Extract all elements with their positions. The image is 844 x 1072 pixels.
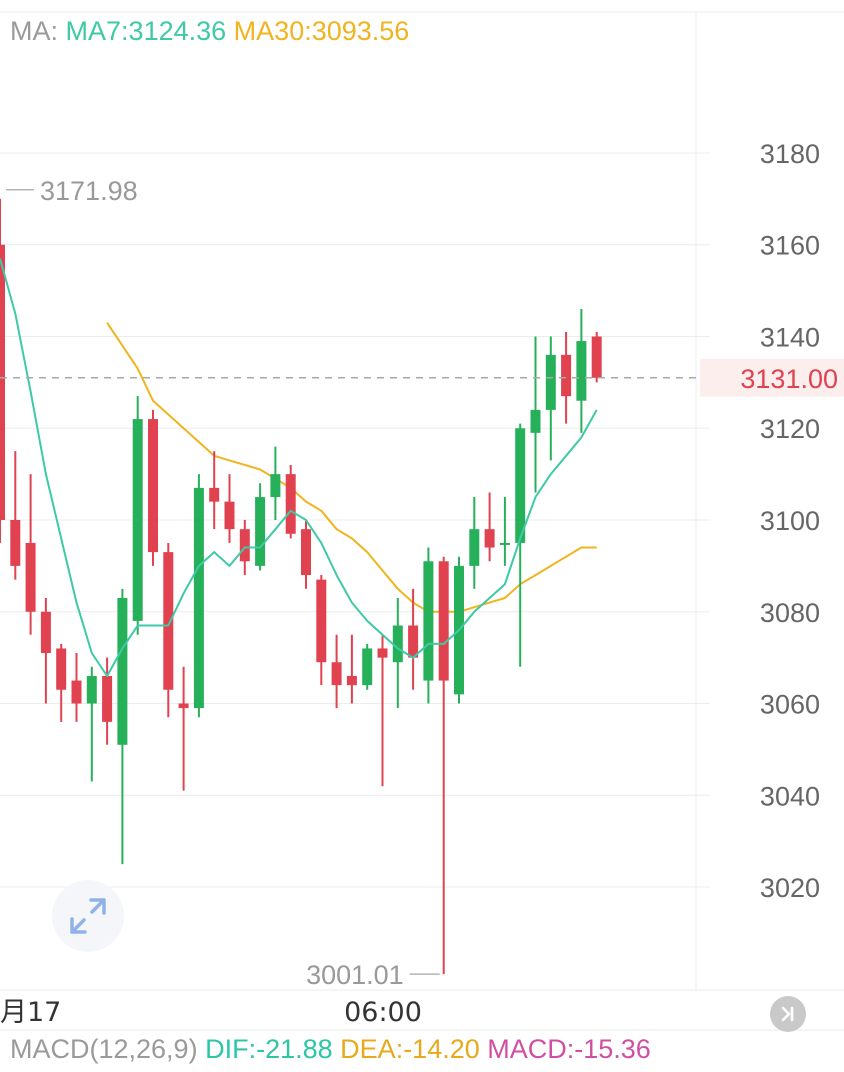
candle-body [40,611,51,654]
y-axis: 3020 3040 3060 3080 3100 3120 3140 3160 3180 [760,139,820,903]
y-tick-label: 3040 [760,781,820,811]
candle-body [10,520,21,566]
candle-body [56,648,67,690]
ma7-layer [0,258,598,677]
ma7-line [0,258,598,677]
y-tick-label: 3140 [760,322,820,352]
high-marker-label: 3171.98 [40,176,138,206]
candle-body [591,336,602,378]
candle-body [377,648,388,658]
candle-body [499,542,510,545]
skip-to-latest-icon [781,1006,794,1022]
candle-body [71,680,82,704]
candle-body [469,529,480,566]
candle-body [423,561,434,681]
ma30-line [106,322,597,613]
macd-value-legend: MACD:-15.36 [487,1034,651,1064]
candle-body [25,542,36,612]
ma-legend-label: MA: [10,16,59,46]
candle-body [561,354,572,397]
current-price-label: 3131.00 [740,364,838,394]
macd-legend: MACD(12,26,9) DIF:-21.88 DEA:-14.20 MACD… [10,1034,651,1065]
low-marker-label: 3001.01 [306,960,404,990]
y-tick-label: 3180 [760,139,820,169]
y-tick-label: 3060 [760,690,820,720]
candle-body [102,675,113,722]
candle-body [132,419,143,621]
dif-legend: DIF:-21.88 [205,1034,333,1064]
y-tick-label: 3100 [760,506,820,536]
x-axis: 月17 06:00 [0,997,422,1028]
candle-body [362,648,373,686]
candle-body [576,341,587,401]
candle-body [178,703,189,709]
dea-legend: DEA:-14.20 [340,1034,480,1064]
y-tick-label: 3120 [760,414,820,444]
candle-body [438,561,449,681]
x-tick-label: 月17 [0,997,61,1028]
candle-body [515,428,526,543]
ma7-legend: MA7:3124.36 [65,16,227,46]
candle-body [163,552,174,690]
chart-grid [0,11,844,1031]
candle-body [255,497,266,566]
ma30-legend: MA30:3093.56 [233,16,410,46]
candle-body [545,354,556,410]
candle-body [316,579,327,663]
candle-body [209,487,220,502]
macd-params-label: MACD(12,26,9) [10,1034,198,1064]
y-tick-label: 3160 [760,231,820,261]
candles-layer [0,198,602,975]
candle-body [530,409,541,433]
extreme-markers: 3171.98 3001.01 [6,176,440,990]
x-tick-label: 06:00 [344,997,422,1028]
candle-body [270,474,281,498]
y-tick-label: 3080 [760,598,820,628]
candle-body [301,529,311,576]
candle-body [331,662,342,686]
candle-body [346,675,357,686]
candle-body [0,244,5,521]
candle-body [86,675,97,704]
ma30-layer [106,322,597,613]
candle-body [408,625,419,658]
candle-body [484,529,495,548]
y-tick-label: 3020 [760,873,820,903]
candle-body [239,529,250,562]
candle-body [224,501,235,530]
expand-icon [70,898,106,934]
candle-body [392,625,403,663]
current-price-layer: 3131.00 [0,358,844,397]
candle-body [285,474,296,534]
current-price-tag [700,358,844,397]
candle-body [193,487,204,709]
candle-body [148,419,158,553]
skip-to-latest-button[interactable] [770,996,806,1032]
candle-body [117,597,128,745]
ma-legend: MA: MA7:3124.36 MA30:3093.56 [10,16,409,47]
expand-button[interactable] [52,880,124,952]
